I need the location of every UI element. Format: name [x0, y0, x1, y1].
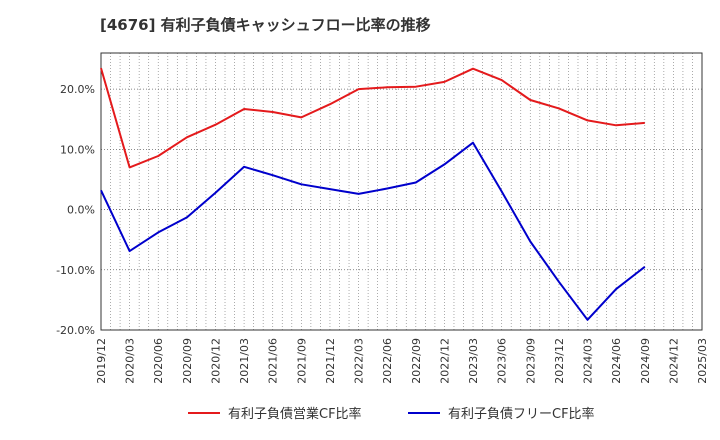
x-tick-label: 2023/12: [553, 338, 566, 384]
series-line-1: [100, 67, 645, 169]
plot-frame: [100, 52, 703, 331]
y-tick-label: -10.0%: [56, 264, 95, 277]
series-line-2: [100, 141, 646, 321]
grid: [100, 53, 703, 331]
x-tick-label: 2024/06: [610, 338, 623, 384]
x-tick-label: 2024/03: [582, 338, 595, 384]
x-tick-label: 2020/03: [124, 338, 137, 384]
axes: [100, 52, 703, 331]
x-tick-label: 2025/03: [696, 338, 709, 384]
x-tick-label: 2024/12: [667, 338, 680, 384]
x-tick-label: 2020/06: [152, 338, 165, 384]
y-tick-label: -20.0%: [56, 324, 95, 337]
x-tick-label: 2023/09: [524, 338, 537, 384]
x-tick-label: 2021/06: [267, 338, 280, 384]
x-tick-label: 2020/12: [209, 338, 222, 384]
x-tick-label: 2022/03: [353, 338, 366, 384]
x-tick-label: 2021/12: [324, 338, 337, 384]
x-tick-label: 2021/09: [295, 338, 308, 384]
y-tick-label: 10.0%: [60, 143, 95, 156]
legend-label-2: 有利子負債フリーCF比率: [448, 406, 595, 422]
x-tick-label: 2021/03: [238, 338, 251, 384]
x-tick-label: 2022/12: [438, 338, 451, 384]
x-tick-label: 2023/06: [496, 338, 509, 384]
y-tick-label: 20.0%: [60, 83, 95, 96]
chart-title: [4676] 有利子負債キャッシュフロー比率の推移: [100, 16, 431, 34]
x-tick-label: 2024/09: [639, 338, 652, 384]
y-tick-label: 0.0%: [67, 204, 95, 217]
x-tick-label: 2020/09: [181, 338, 194, 384]
x-tick-label: 2023/03: [467, 338, 480, 384]
series: [100, 67, 646, 321]
tick-labels: 20.0% 10.0% 0.0% -10.0% -20.0%2019/12 2020/03…: [56, 83, 709, 384]
legend-label-1: 有利子負債営業CF比率: [228, 406, 362, 422]
x-tick-label: 2019/12: [95, 338, 108, 384]
x-tick-label: 2022/06: [381, 338, 394, 384]
x-tick-label: 2022/09: [410, 338, 423, 384]
legend: 有利子負債営業CF比率 有利子負債フリーCF比率: [188, 406, 595, 422]
